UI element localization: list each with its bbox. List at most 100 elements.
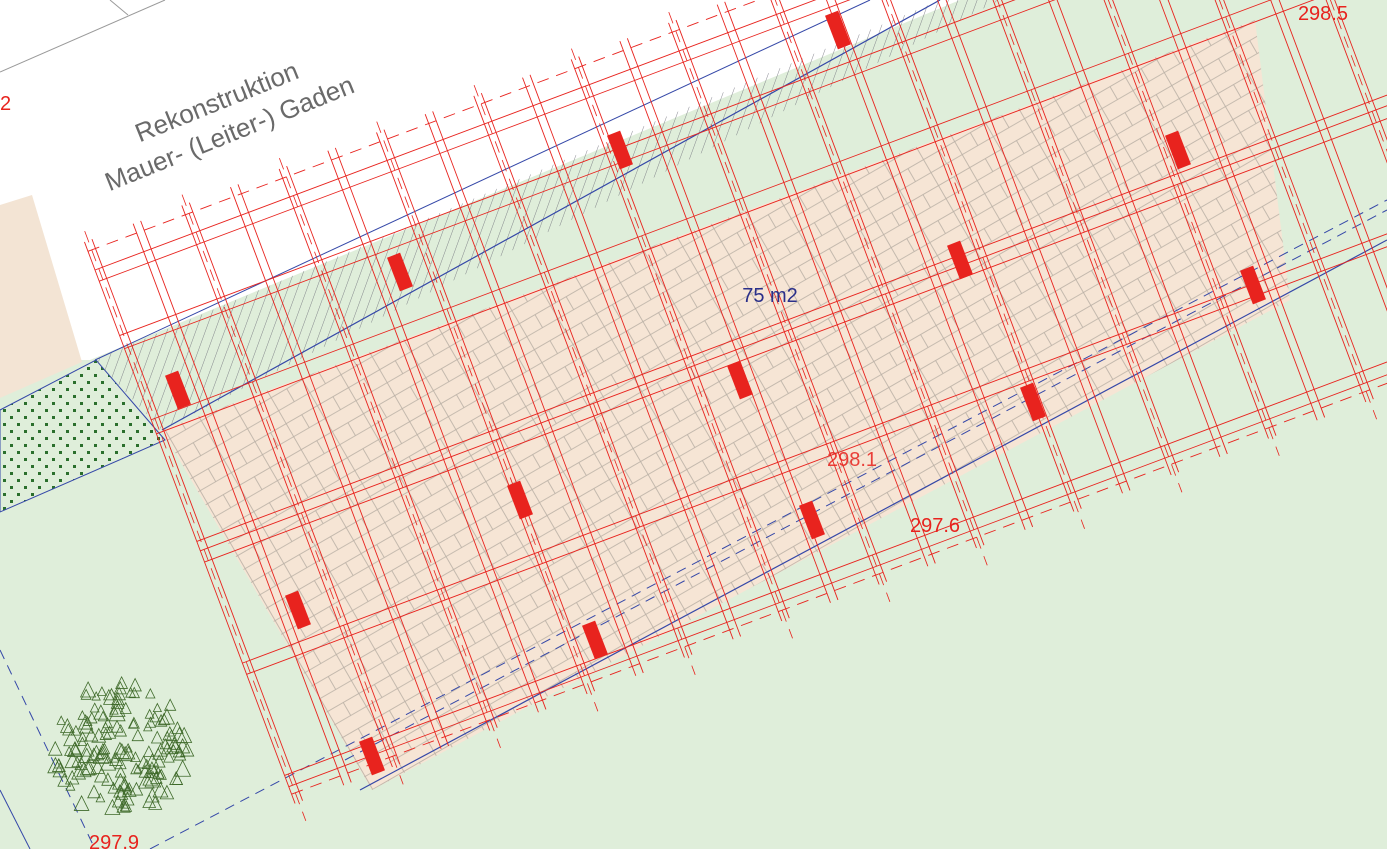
- rafter-dashed: [1218, 0, 1377, 420]
- hedge-strip: [0, 360, 165, 512]
- rafter-line: [1112, 0, 1277, 436]
- post-block: [1020, 382, 1046, 422]
- tree-triangle: [180, 742, 195, 757]
- tree-triangle: [118, 778, 132, 791]
- hatched-wall-strip: [95, 0, 1000, 430]
- post-block: [507, 480, 533, 520]
- tree-triangle: [52, 762, 68, 778]
- rafter-line: [480, 92, 693, 655]
- rafter-line: [1001, 0, 1180, 473]
- tree-triangle: [94, 767, 110, 783]
- tree-triangle: [144, 768, 155, 779]
- tree-triangle: [77, 710, 88, 720]
- tree-triangle: [93, 704, 109, 720]
- tree-triangle: [65, 780, 76, 791]
- rafter-line: [724, 1, 936, 564]
- rafter-line: [1223, 0, 1374, 400]
- tree-triangle: [98, 742, 111, 755]
- tree-triangle: [145, 753, 159, 767]
- tree-triangle: [113, 784, 127, 798]
- rafter-dashed: [181, 194, 404, 785]
- beam-line: [119, 0, 1016, 336]
- rafter-dashed: [996, 0, 1183, 493]
- rafter-line: [1103, 0, 1269, 439]
- tree-triangle: [56, 715, 66, 725]
- rafter-line: [1167, 0, 1326, 418]
- tree-triangle: [137, 771, 155, 789]
- tree-triangle: [57, 772, 72, 787]
- tree-triangle: [150, 730, 164, 744]
- tree-triangle: [131, 728, 145, 742]
- tree-triangle: [116, 798, 131, 813]
- tree-triangle: [76, 761, 92, 778]
- tree-triangle: [164, 725, 176, 737]
- tree-triangle: [116, 776, 133, 793]
- beam-line: [99, 0, 851, 282]
- rafter-dashed: [1107, 0, 1280, 456]
- tree-triangle: [66, 740, 83, 757]
- tree-triangle: [155, 768, 167, 780]
- tree-triangle: [90, 759, 105, 774]
- elevation-lower-edge: 297.6: [910, 515, 960, 537]
- tree-triangle: [64, 745, 75, 756]
- rafter-line: [1214, 0, 1367, 403]
- tree-triangle: [97, 710, 109, 722]
- tree-triangle: [171, 726, 188, 744]
- rafter-dashed: [571, 48, 793, 639]
- tree-triangle: [163, 751, 175, 763]
- rafter-line: [181, 205, 393, 768]
- tree-triangle: [163, 698, 177, 711]
- tree-triangle: [81, 759, 98, 775]
- tree-triangle: [109, 705, 119, 715]
- beam-line: [94, 0, 817, 271]
- tree-triangle: [149, 764, 160, 775]
- post-block: [1240, 265, 1266, 305]
- tree-triangle: [96, 686, 107, 697]
- tree-triangle: [157, 712, 171, 726]
- tree-triangle: [128, 686, 141, 699]
- tree-triangle: [95, 792, 106, 803]
- tree-triangle: [96, 742, 109, 756]
- tree-triangle: [111, 794, 125, 808]
- rafter-line: [91, 238, 303, 801]
- boundary-lines: [0, 199, 1387, 849]
- tree-triangle: [138, 764, 152, 778]
- tree-triangle: [107, 781, 120, 794]
- tree-triangle: [145, 687, 156, 699]
- post-block: [359, 736, 385, 776]
- tree-triangle: [102, 687, 121, 705]
- tree-triangle: [159, 738, 171, 750]
- rafter-line: [675, 19, 888, 582]
- post-block: [607, 130, 633, 170]
- rafter-line: [770, 0, 977, 549]
- tree-triangle: [127, 716, 140, 729]
- post-block: [727, 360, 753, 400]
- tree-triangle: [113, 742, 130, 759]
- post-block: [799, 500, 825, 540]
- rafter-line: [937, 0, 1123, 494]
- tree-triangle: [171, 773, 184, 785]
- tree-triangle: [152, 754, 166, 768]
- tree-triangle: [128, 677, 142, 692]
- tree-triangle: [159, 784, 175, 800]
- rafter-line: [188, 202, 401, 765]
- rafter-line: [779, 0, 985, 546]
- rafter-dashed: [885, 0, 1085, 529]
- boundary-dashed-mid: [344, 209, 1387, 761]
- rafter-dashed: [376, 121, 599, 712]
- area-label: 75 m2: [742, 285, 798, 307]
- tree-triangle: [102, 717, 114, 729]
- tree-triangle: [89, 702, 100, 713]
- rafter-dashed: [774, 0, 988, 566]
- tree-triangle: [148, 795, 163, 810]
- rafter-line: [286, 165, 498, 728]
- tree-triangle: [130, 751, 141, 762]
- tree-triangle: [73, 795, 90, 811]
- rafter-line: [890, 0, 1082, 509]
- tree-symbol-icon: [47, 675, 195, 815]
- tree-triangle: [133, 763, 143, 774]
- tree-triangle: [80, 688, 92, 700]
- tree-triangle: [114, 757, 127, 770]
- rafter-line: [334, 147, 547, 710]
